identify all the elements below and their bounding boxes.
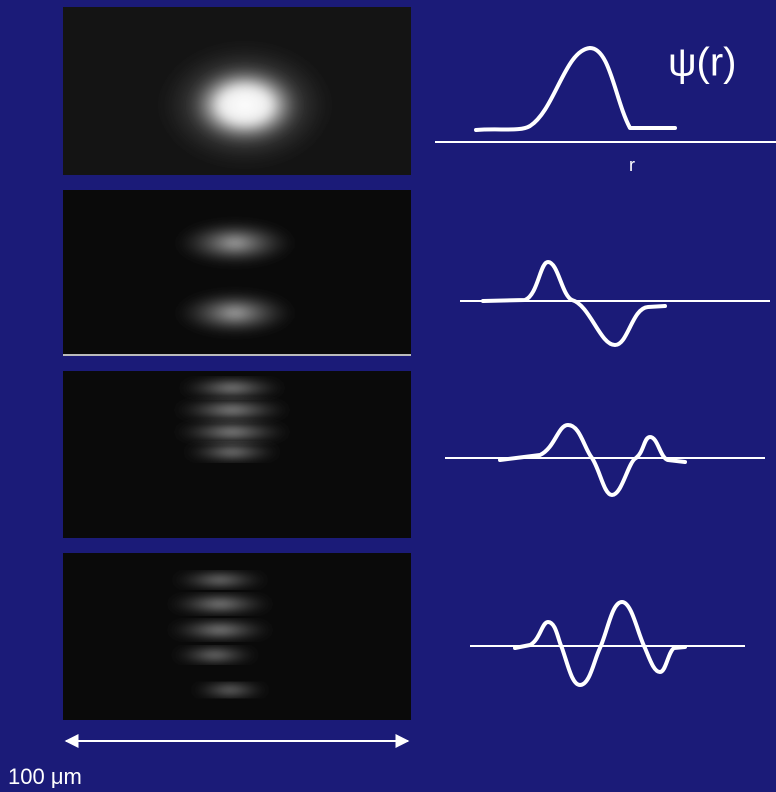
wavefunction-plot [445, 425, 765, 495]
psi-label: ψ(r) [668, 41, 736, 85]
cloud-image [63, 7, 411, 175]
axis-label: r [629, 155, 635, 175]
slide: ψ(r) r 100 μm [0, 0, 776, 792]
wavefunction-plot [460, 262, 770, 345]
page: ψ(r) r 100 μm (() => { const data = JSON… [0, 0, 776, 792]
cloud-image [63, 190, 411, 355]
scale-bar-label: 100 μm [8, 764, 82, 789]
cloud-image [63, 553, 411, 720]
cloud-image [63, 371, 411, 538]
wavefunction-plot [470, 602, 745, 685]
